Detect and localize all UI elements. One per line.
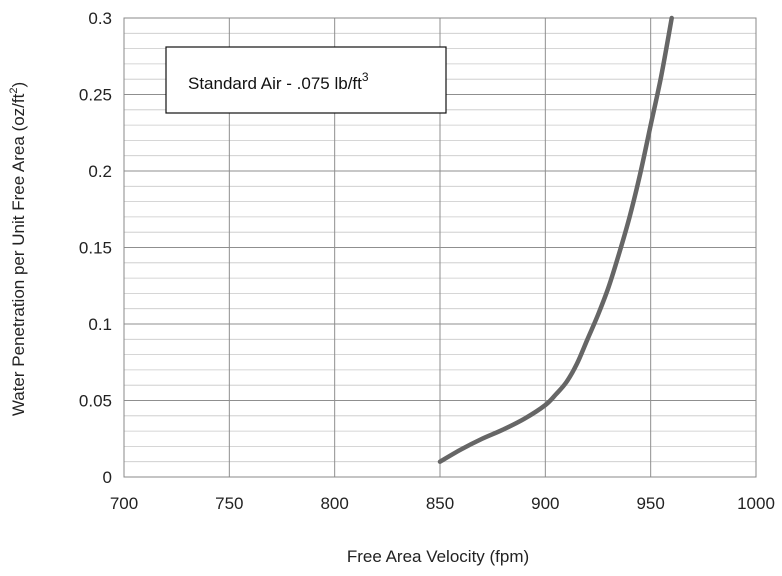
y-tick-label: 0.25 [79,86,112,105]
x-tick-label: 950 [636,494,664,513]
y-tick-label: 0 [103,468,112,487]
y-tick-label: 0.1 [88,315,112,334]
annotation-box: Standard Air - .075 lb/ft3 [165,46,447,114]
series-line [437,15,674,464]
y-axis-title: Water Penetration per Unit Free Area (oz… [8,82,28,416]
x-tick-label: 850 [426,494,454,513]
x-axis-title: Free Area Velocity (fpm) [347,547,529,566]
x-tick-label: 800 [320,494,348,513]
y-tick-label: 0.05 [79,392,112,411]
y-tick-label: 0.3 [88,9,112,28]
annotation-text: Standard Air - .075 lb/ft3 [188,70,369,93]
x-tick-label: 700 [110,494,138,513]
plot-frame [123,17,757,478]
y-tick-labels: 0 0.05 0.1 0.15 0.2 0.25 0.3 [79,9,112,487]
y-tick-label: 0.15 [79,239,112,258]
x-tick-label: 1000 [737,494,775,513]
x-tick-labels: 700 750 800 850 900 950 1000 [110,494,775,513]
x-tick-label: 900 [531,494,559,513]
x-tick-label: 750 [215,494,243,513]
y-tick-label: 0.2 [88,162,112,181]
